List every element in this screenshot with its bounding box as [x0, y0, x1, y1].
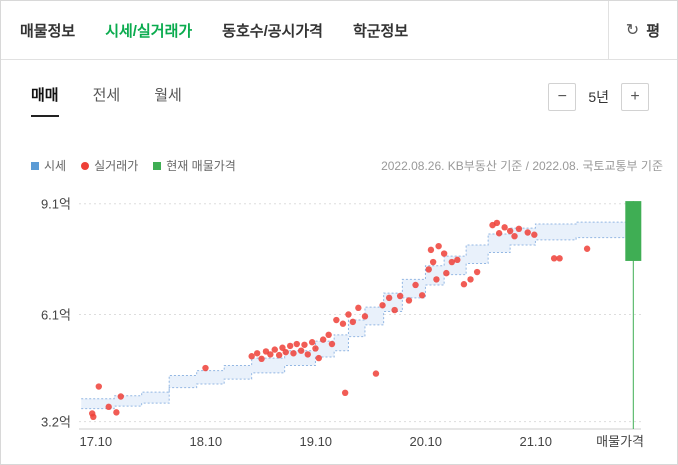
main-tab-bar: 매물정보 시세/실거래가 동호수/공시가격 학군정보 ↻ 평 — [1, 1, 677, 60]
current-listing-swatch-icon — [153, 161, 162, 170]
svg-text:18.10: 18.10 — [190, 434, 223, 449]
market-price-swatch-icon — [31, 161, 39, 170]
period-decrease-button[interactable]: − — [548, 82, 577, 111]
y-gridlines — [79, 203, 641, 430]
tab-sale[interactable]: 매매 — [31, 84, 59, 117]
period-label: 5년 — [588, 88, 609, 105]
trade-type-bar: 매매 전세 월세 − 5년 + — [1, 60, 677, 117]
legend-item-current-listing: 현재 매물가격 — [153, 157, 236, 174]
tab-jeonse[interactable]: 전세 — [92, 87, 121, 104]
current-listing-bar — [625, 201, 642, 429]
refresh-unit-icon: ↻ — [625, 22, 640, 39]
svg-text:21.10: 21.10 — [519, 434, 552, 449]
svg-text:매물가격: 매물가격 — [596, 434, 644, 449]
price-chart[interactable]: 9.1억 6.1억 3.2억 17.10 18.10 19.10 20.10 21.10 매물가… — [1, 192, 678, 454]
svg-text:17.10: 17.10 — [80, 434, 113, 449]
tab-price-history[interactable]: 시세/실거래가 — [105, 22, 193, 40]
chart-legend: 시세 실거래가 현재 매물가격 — [31, 157, 236, 174]
svg-text:6.1억: 6.1억 — [41, 308, 71, 323]
market-price-band — [81, 221, 627, 410]
unit-toggle-label: 평 — [646, 22, 660, 40]
legend-label-current-listing: 현재 매물가격 — [166, 159, 236, 173]
tabbar-spacer — [423, 1, 608, 59]
period-increase-button[interactable]: + — [621, 82, 649, 111]
period-control: − 5년 + — [548, 82, 649, 111]
unit-toggle-button[interactable]: ↻ 평 — [607, 1, 677, 59]
transaction-price-swatch-icon — [81, 161, 90, 170]
tab-unit-official-price[interactable]: 동호수/공시가격 — [222, 22, 323, 40]
data-basis-text: 2022.08.26. KB부동산 기준 / 2022.08. 국토교통부 기준 — [381, 159, 663, 173]
tab-monthly-rent[interactable]: 월세 — [154, 87, 182, 104]
tab-listing-info[interactable]: 매물정보 — [20, 22, 76, 40]
legend-item-transaction-price: 실거래가 — [81, 157, 138, 174]
price-chart-area: 9.1억 6.1억 3.2억 17.10 18.10 19.10 20.10 21.10 매물가… — [1, 174, 677, 459]
legend-label-transaction-price: 실거래가 — [94, 159, 139, 173]
legend-item-market-price: 시세 — [31, 157, 66, 174]
tab-school-info[interactable]: 학군정보 — [352, 22, 409, 40]
legend-row: 시세 실거래가 현재 매물가격 2022.08.26. KB부동산 기준 / 2… — [1, 117, 677, 174]
legend-label-market-price: 시세 — [44, 159, 67, 173]
svg-text:9.1억: 9.1억 — [41, 197, 71, 212]
svg-text:20.10: 20.10 — [409, 434, 442, 449]
svg-text:19.10: 19.10 — [300, 434, 333, 449]
transaction-dots — [88, 219, 591, 421]
svg-text:3.2억: 3.2억 — [41, 415, 71, 430]
axis-labels: 9.1억 6.1억 3.2억 17.10 18.10 19.10 20.10 21.10 매물가… — [41, 197, 644, 449]
trade-tabs: 매매 전세 월세 — [31, 84, 182, 117]
